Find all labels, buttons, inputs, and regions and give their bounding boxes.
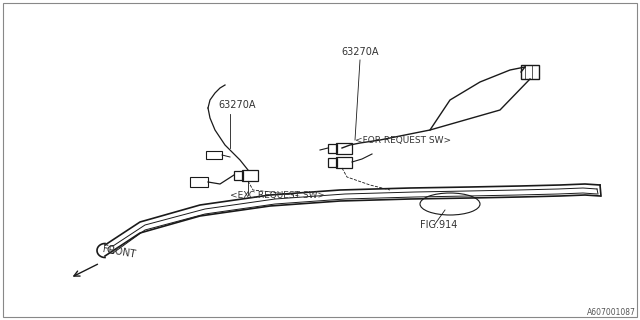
Bar <box>234 171 243 180</box>
Bar <box>190 177 208 187</box>
Text: 63270A: 63270A <box>341 47 379 57</box>
Bar <box>328 158 337 167</box>
Bar <box>336 143 352 154</box>
Text: A607001087: A607001087 <box>587 308 636 317</box>
Bar <box>206 151 222 159</box>
Bar <box>328 144 337 153</box>
Bar <box>336 157 352 168</box>
Bar <box>242 170 258 181</box>
Text: FIG.914: FIG.914 <box>420 220 458 230</box>
Text: <EXC.REQUEST SW>: <EXC.REQUEST SW> <box>230 191 325 200</box>
Text: 63270A: 63270A <box>218 100 255 110</box>
Text: <FOR REQUEST SW>: <FOR REQUEST SW> <box>355 136 451 145</box>
Bar <box>521 65 539 79</box>
Text: FRONT: FRONT <box>102 244 136 260</box>
